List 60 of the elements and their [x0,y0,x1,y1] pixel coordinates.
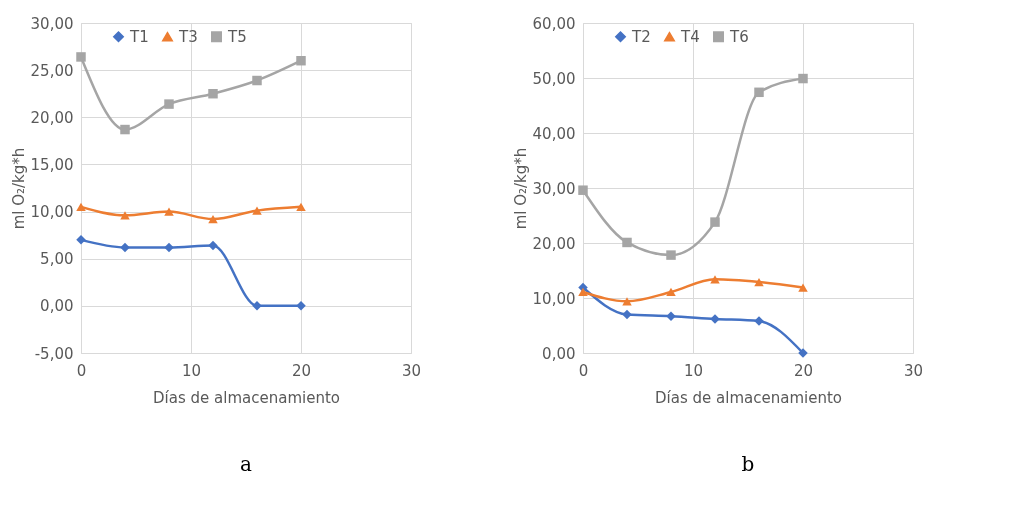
x-axis-title: Días de almacenamiento [153,388,340,407]
x-axis-title: Días de almacenamiento [655,388,842,407]
y-tick-label: 30,00 [532,179,576,198]
point [798,73,808,84]
point [164,99,174,109]
y-tick-label: 0,00 [40,297,74,316]
legend-label: T6 [729,27,749,46]
point [252,206,262,215]
y-tick-label: 10,00 [532,289,576,308]
point [578,185,588,195]
y-tick-label: 5,00 [40,250,74,269]
point [120,242,130,253]
text: a [240,452,253,476]
point [208,240,218,251]
text: b [741,452,755,476]
point [666,250,676,260]
point [208,88,218,99]
x-tick-label: 30 [401,361,422,380]
point [798,283,808,292]
x-tick-label: 10 [683,361,704,380]
y-axis-title: ml O₂/kg*h [9,147,28,230]
y-tick-label: 60,00 [532,14,576,33]
point [710,217,720,227]
y-axis-title: ml O₂/kg*h [511,147,530,230]
point [296,202,306,211]
x-tick-label: 20 [291,361,312,380]
point [164,207,174,216]
x-tick-label: 30 [903,361,924,380]
point [208,215,218,224]
legend-label: T3 [178,27,198,46]
y-tick-label: 20,00 [30,108,74,127]
point [578,287,588,297]
point [754,277,764,287]
y-tick-label: 15,00 [30,155,74,174]
x-tick-label: 10 [181,361,202,380]
point [252,75,262,86]
y-tick-label: 40,00 [532,124,576,143]
point [76,202,86,211]
y-tick-label: -5,00 [34,344,74,363]
point [754,87,764,98]
y-tick-label: 10,00 [30,203,74,222]
point [622,237,632,248]
point [120,124,130,135]
y-tick-label: 30,00 [30,14,74,33]
point [622,309,632,320]
x-tick-label: 0 [76,361,87,380]
x-tick-label: 0 [578,361,589,380]
point [76,52,86,62]
y-tick-label: 25,00 [30,61,74,80]
legend-label: T2 [631,27,651,46]
y-tick-label: 50,00 [532,69,576,88]
y-tick-label: 20,00 [532,234,576,253]
point [296,55,306,66]
legend-label: T5 [227,27,247,46]
legend-label: T4 [680,27,700,46]
legend-label: T1 [129,27,149,46]
x-tick-label: 20 [793,361,814,380]
y-tick-label: 0,00 [542,344,576,363]
point [666,287,676,297]
point [164,242,174,253]
